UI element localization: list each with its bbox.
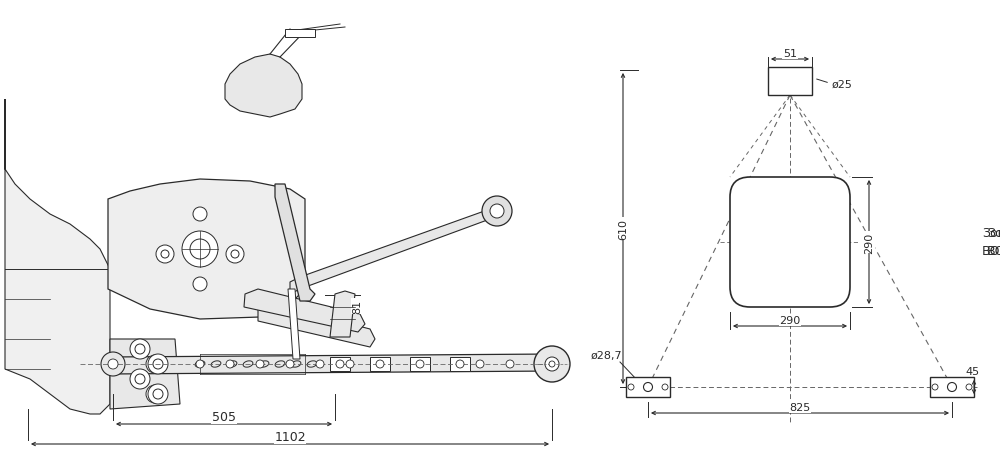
Text: 290: 290 <box>779 315 801 325</box>
Polygon shape <box>258 303 375 347</box>
Polygon shape <box>244 289 365 332</box>
Polygon shape <box>330 291 355 337</box>
Text: 505: 505 <box>212 411 236 424</box>
Circle shape <box>151 390 159 398</box>
Polygon shape <box>5 100 110 414</box>
Circle shape <box>346 360 354 368</box>
Circle shape <box>136 345 144 353</box>
Circle shape <box>135 344 145 354</box>
Circle shape <box>148 384 168 404</box>
Polygon shape <box>108 179 305 319</box>
Circle shape <box>182 231 218 268</box>
Circle shape <box>135 374 145 384</box>
Circle shape <box>628 384 634 390</box>
Circle shape <box>136 375 144 383</box>
Circle shape <box>193 207 207 222</box>
Circle shape <box>190 240 210 259</box>
Circle shape <box>151 360 159 368</box>
Circle shape <box>130 369 150 389</box>
FancyBboxPatch shape <box>930 377 974 397</box>
Circle shape <box>476 360 484 368</box>
Circle shape <box>482 196 512 226</box>
Circle shape <box>336 360 344 368</box>
Text: 290: 290 <box>864 232 874 253</box>
Text: ø28,7: ø28,7 <box>590 350 622 360</box>
Circle shape <box>146 385 164 403</box>
Circle shape <box>316 360 324 368</box>
Text: 1102: 1102 <box>274 431 306 443</box>
Circle shape <box>148 354 168 374</box>
Text: 51: 51 <box>783 49 797 59</box>
Polygon shape <box>410 357 430 371</box>
FancyBboxPatch shape <box>285 30 315 38</box>
Circle shape <box>644 383 652 392</box>
Text: ø25: ø25 <box>832 79 853 89</box>
Text: Зона
ВОМ: Зона ВОМ <box>982 227 1000 258</box>
Circle shape <box>108 359 118 369</box>
Circle shape <box>196 360 204 368</box>
Polygon shape <box>275 185 315 302</box>
Circle shape <box>966 384 972 390</box>
Polygon shape <box>110 339 180 409</box>
Circle shape <box>131 340 149 358</box>
Text: 81: 81 <box>352 299 362 313</box>
Text: 610: 610 <box>618 218 628 240</box>
Circle shape <box>153 389 163 399</box>
Circle shape <box>932 384 938 390</box>
Circle shape <box>286 360 294 368</box>
Polygon shape <box>290 205 500 294</box>
Text: Зона
ВОМ: Зона ВОМ <box>987 227 1000 258</box>
Polygon shape <box>225 55 302 118</box>
Circle shape <box>948 383 956 392</box>
Polygon shape <box>330 357 350 371</box>
Circle shape <box>416 360 424 368</box>
Polygon shape <box>450 357 470 371</box>
Circle shape <box>231 251 239 258</box>
Circle shape <box>456 360 464 368</box>
Text: 825: 825 <box>789 402 811 412</box>
Polygon shape <box>108 354 560 374</box>
Circle shape <box>161 251 169 258</box>
FancyBboxPatch shape <box>730 178 850 308</box>
Circle shape <box>549 361 555 367</box>
Circle shape <box>226 360 234 368</box>
Circle shape <box>226 246 244 263</box>
Text: 45: 45 <box>965 366 979 376</box>
Circle shape <box>506 360 514 368</box>
Polygon shape <box>288 289 300 359</box>
Circle shape <box>130 339 150 359</box>
Circle shape <box>376 360 384 368</box>
Circle shape <box>156 246 174 263</box>
Circle shape <box>490 205 504 218</box>
Circle shape <box>662 384 668 390</box>
Circle shape <box>193 277 207 291</box>
Circle shape <box>534 346 570 382</box>
Circle shape <box>101 352 125 376</box>
FancyBboxPatch shape <box>768 68 812 96</box>
Circle shape <box>256 360 264 368</box>
Circle shape <box>146 355 164 373</box>
FancyBboxPatch shape <box>626 377 670 397</box>
Polygon shape <box>370 357 390 371</box>
Circle shape <box>545 357 559 371</box>
Circle shape <box>131 370 149 388</box>
Circle shape <box>153 359 163 369</box>
